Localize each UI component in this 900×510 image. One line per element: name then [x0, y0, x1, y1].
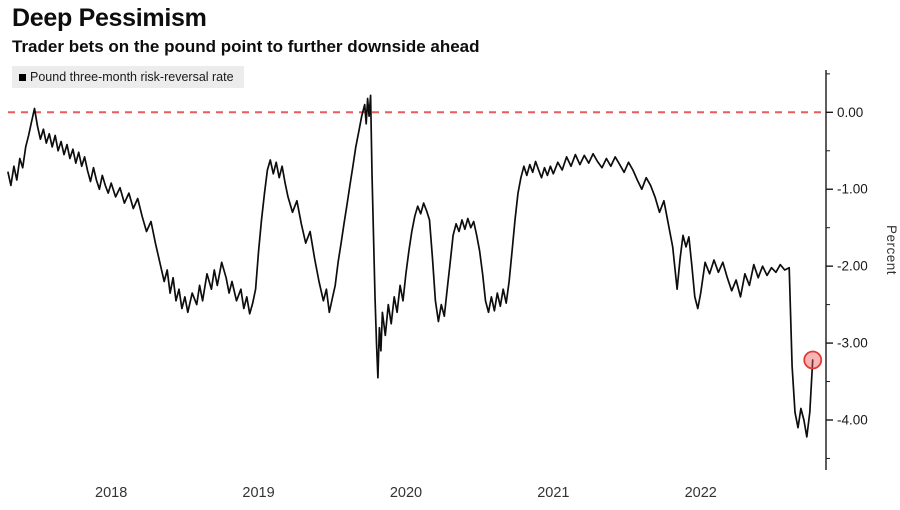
y-axis-tick-label: -4.00 — [837, 413, 868, 428]
x-axis-tick-label: 2019 — [242, 485, 274, 501]
legend-label: Pound three-month risk-reversal rate — [30, 70, 234, 84]
y-axis-tick-label: -1.00 — [837, 182, 868, 197]
x-axis-tick-label: 2020 — [390, 485, 422, 501]
chart-subtitle: Trader bets on the pound point to furthe… — [12, 37, 480, 56]
y-axis-tick-label: -2.00 — [837, 259, 868, 274]
legend-swatch-icon — [19, 73, 26, 81]
y-axis-title: Percent — [884, 225, 899, 276]
series-line — [7, 94, 814, 438]
y-axis-tick-label: -3.00 — [837, 336, 868, 351]
y-axis-tick-label: 0.00 — [837, 105, 863, 120]
latest-point-marker — [803, 350, 823, 370]
legend: Pound three-month risk-reversal rate — [12, 66, 244, 88]
x-axis-tick-label: 2022 — [685, 485, 717, 501]
x-axis-tick-label: 2018 — [95, 485, 127, 501]
x-axis-tick-label: 2021 — [537, 485, 569, 501]
chart-title: Deep Pessimism — [12, 4, 207, 32]
